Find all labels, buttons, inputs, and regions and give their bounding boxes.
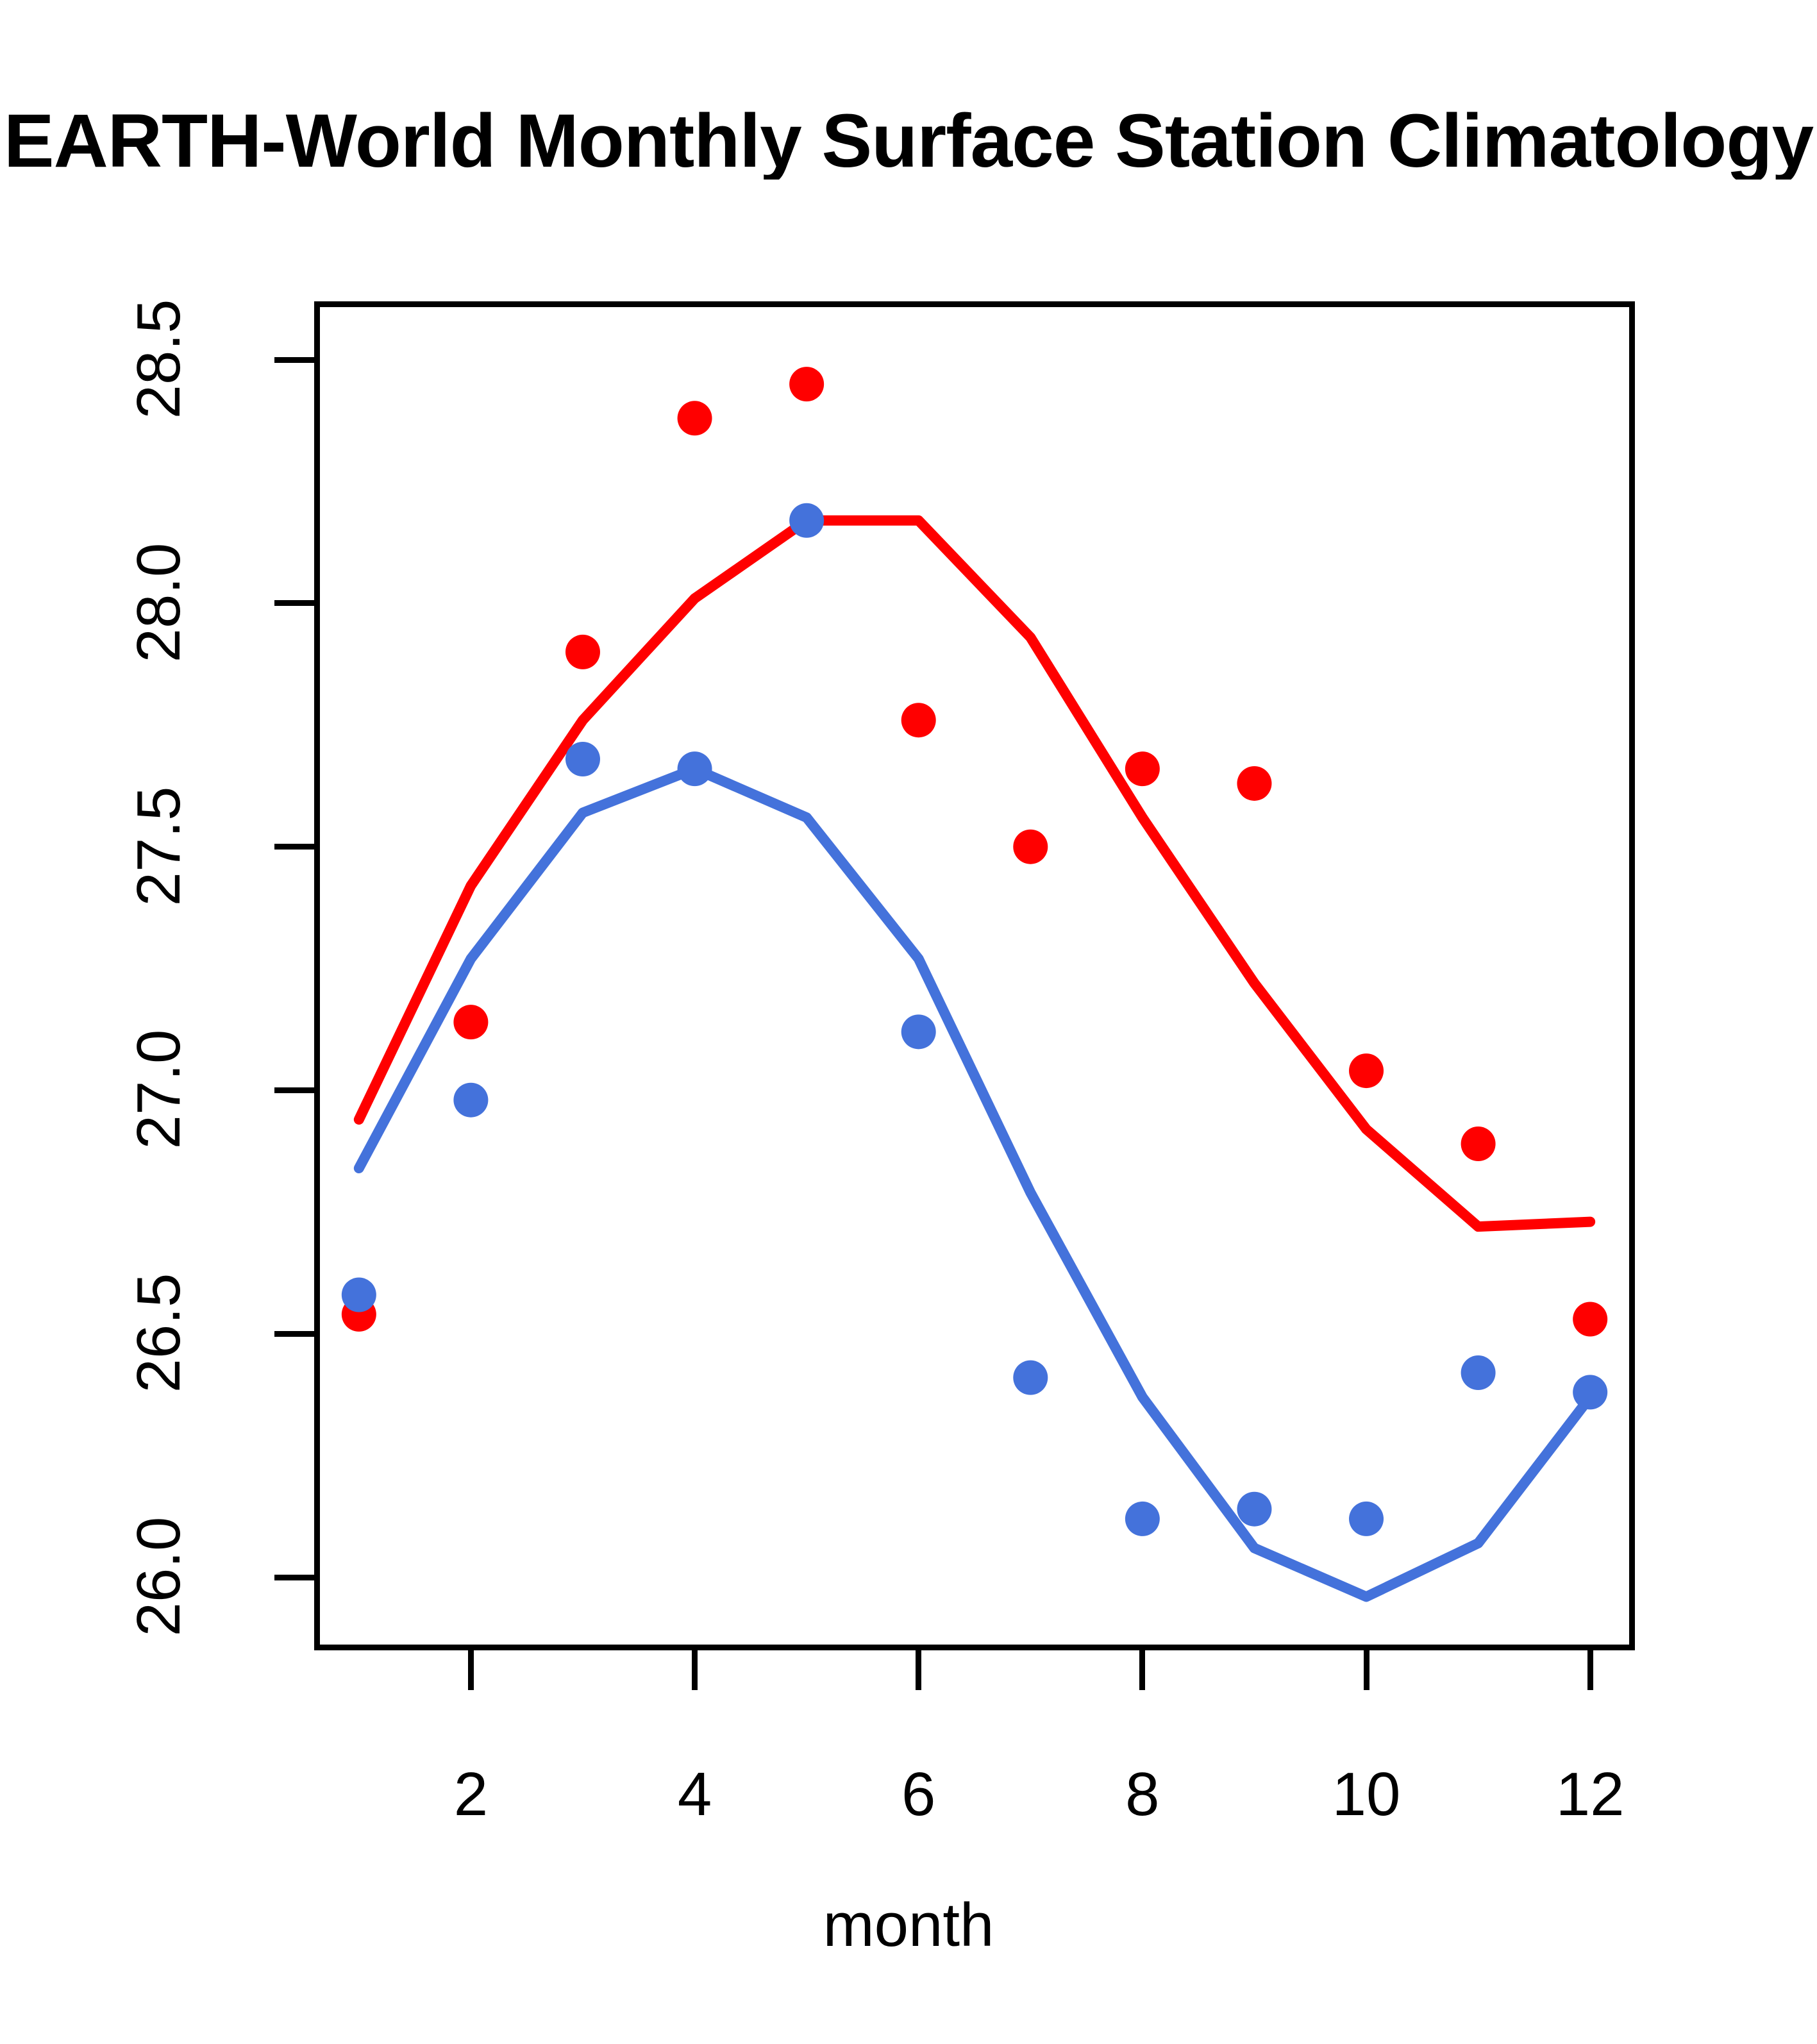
y-axis-tick-mark	[274, 600, 314, 607]
plot-area	[314, 301, 1635, 1650]
y-axis-tick-label: 26.0	[124, 1516, 193, 1637]
y-axis-tick-mark	[274, 1574, 314, 1580]
x-axis-tick-mark	[692, 1650, 698, 1690]
y-axis-tick-label: 26.5	[124, 1273, 193, 1393]
x-axis-tick-label: 10	[1332, 1760, 1401, 1829]
x-axis-tick-mark	[1139, 1650, 1146, 1690]
y-axis-tick-mark	[274, 844, 314, 850]
x-axis-tick-mark	[1587, 1650, 1593, 1690]
x-axis-tick-label: 12	[1555, 1760, 1625, 1829]
page-title: EARTH-World Monthly Surface Station Clim…	[3, 103, 1814, 180]
x-axis-tick-mark	[1363, 1650, 1369, 1690]
y-axis-tick-mark	[274, 1087, 314, 1093]
y-axis-tick-label: 27.0	[124, 1030, 193, 1150]
y-axis-tick-label: 28.5	[124, 299, 193, 419]
x-axis-tick-label: 4	[677, 1760, 712, 1829]
y-axis-tick-label: 28.0	[124, 542, 193, 663]
y-axis-tick-label: 27.5	[124, 786, 193, 907]
x-axis-tick-label: 8	[1125, 1760, 1160, 1829]
x-axis-tick-mark	[916, 1650, 922, 1690]
x-axis-title: month	[823, 1891, 994, 1959]
y-axis-tick-mark	[274, 1330, 314, 1337]
x-axis-tick-label: 6	[901, 1760, 936, 1829]
x-axis-tick-label: 2	[453, 1760, 489, 1829]
y-axis-tick-mark	[274, 356, 314, 363]
x-axis-tick-mark	[467, 1650, 474, 1690]
